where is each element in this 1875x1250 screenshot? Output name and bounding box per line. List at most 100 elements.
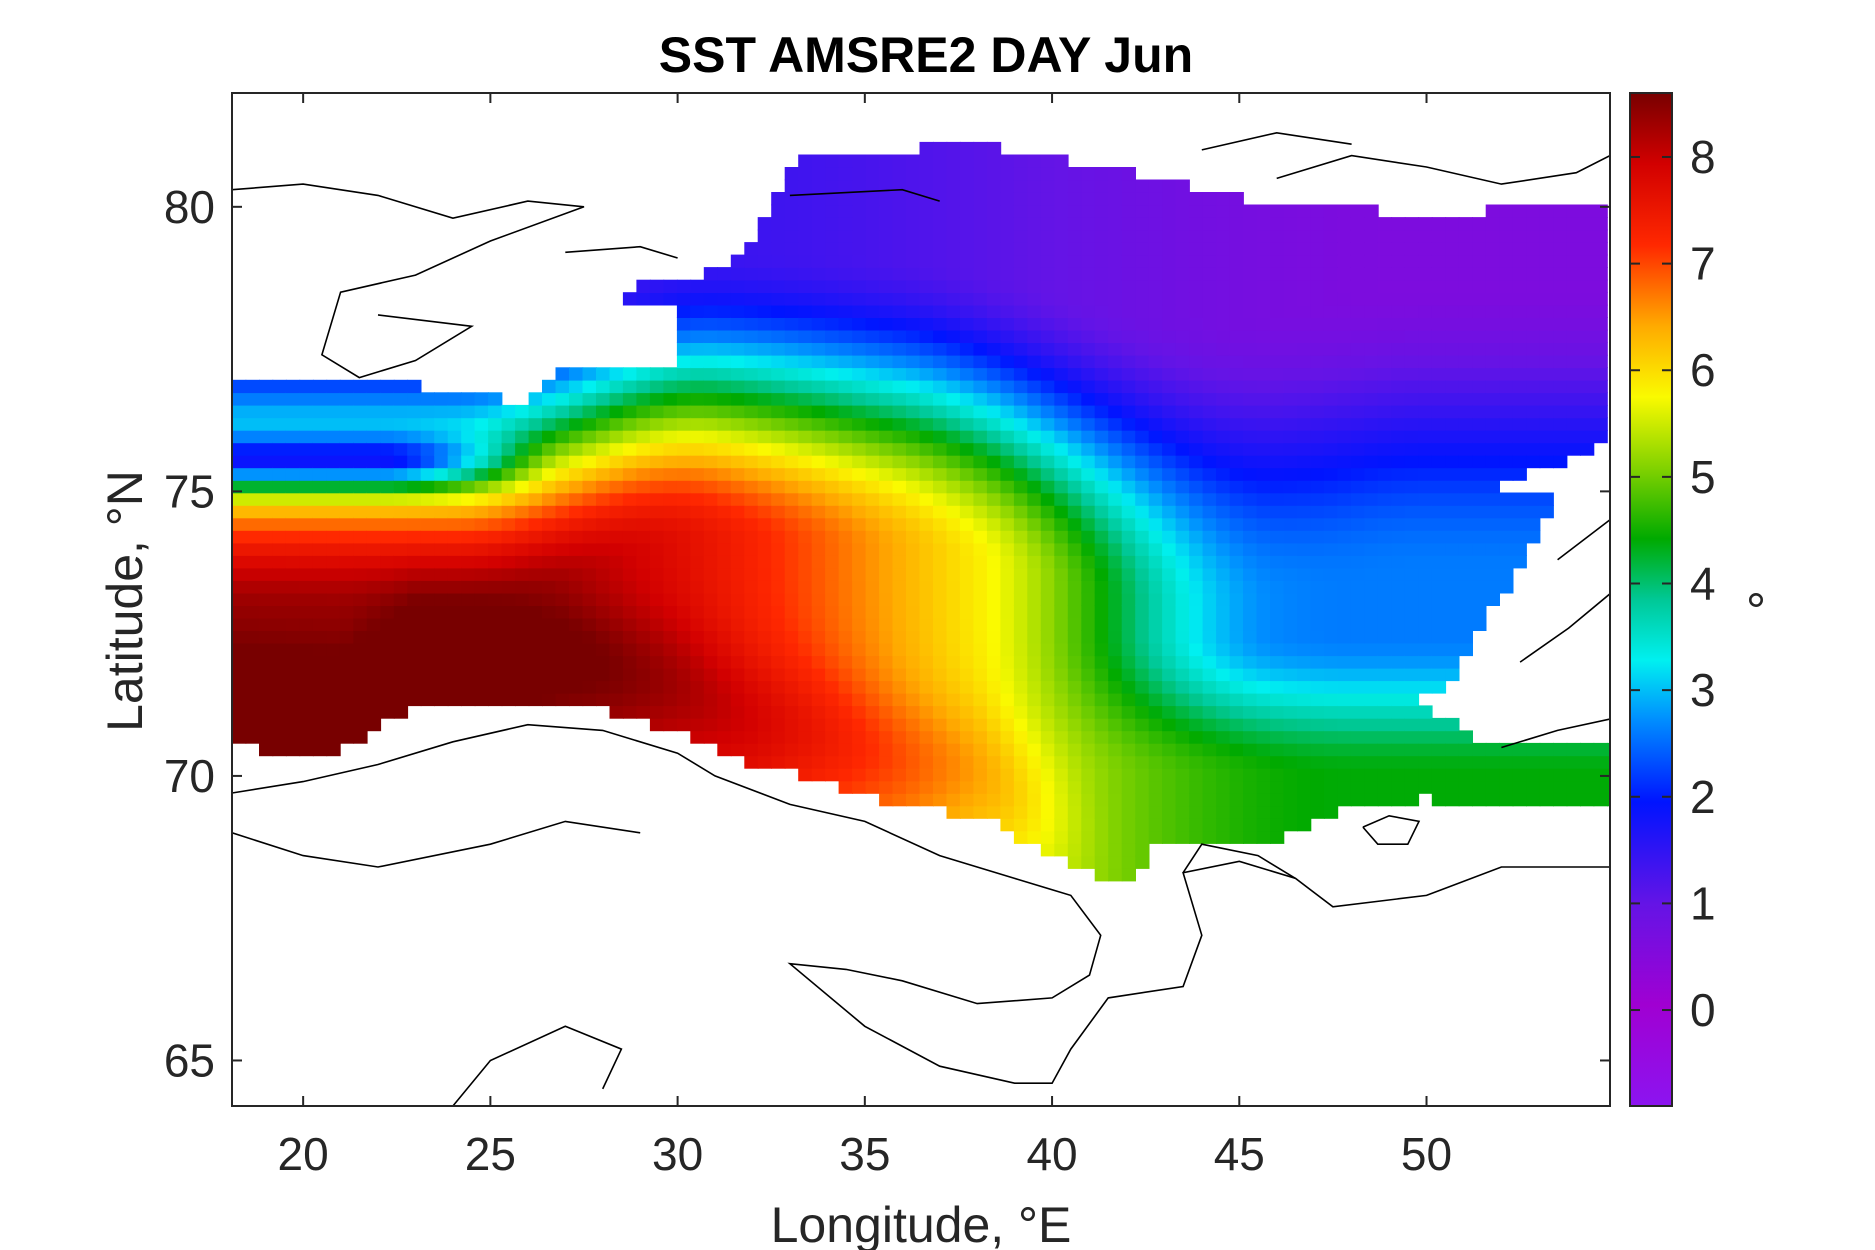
heatmap-cell <box>528 580 543 594</box>
heatmap-cell <box>1121 793 1136 807</box>
heatmap-cell <box>569 517 584 531</box>
heatmap-cell <box>245 530 260 544</box>
heatmap-cell <box>1094 655 1109 669</box>
heatmap-cell <box>1162 592 1177 606</box>
heatmap-cell <box>1054 567 1069 581</box>
heatmap-cell <box>1013 655 1029 669</box>
heatmap-cell <box>1162 705 1177 719</box>
heatmap-cell <box>1310 367 1325 381</box>
heatmap-cell <box>1094 818 1109 832</box>
heatmap-cell <box>892 417 907 431</box>
heatmap-cell <box>1445 217 1460 231</box>
heatmap-cell <box>676 429 692 444</box>
heatmap-cell <box>744 730 759 744</box>
heatmap-cell <box>609 454 624 469</box>
heatmap-cell <box>744 605 759 619</box>
heatmap-cell <box>919 467 934 481</box>
heatmap-cell <box>1458 630 1473 644</box>
heatmap-cell <box>1485 204 1500 218</box>
heatmap-cell <box>1054 254 1069 268</box>
heatmap-cell <box>892 655 907 669</box>
heatmap-cell <box>1054 680 1069 694</box>
heatmap-cell <box>1323 768 1339 782</box>
heatmap-cell <box>555 692 570 707</box>
heatmap-cell <box>784 530 799 544</box>
heatmap-cell <box>1593 267 1608 281</box>
heatmap-cell <box>1054 192 1069 206</box>
heatmap-cell <box>636 617 651 631</box>
heatmap-cell <box>1094 805 1109 819</box>
heatmap-cell <box>1094 442 1109 456</box>
heatmap-cell <box>272 730 287 744</box>
heatmap-cell <box>1135 329 1150 343</box>
heatmap-cell <box>1040 642 1056 657</box>
heatmap-cell <box>528 655 543 669</box>
heatmap-cell <box>1323 680 1339 694</box>
heatmap-cell <box>690 630 705 644</box>
heatmap-cell <box>1526 342 1541 356</box>
heatmap-cell <box>1013 805 1029 819</box>
heatmap-cell <box>1323 242 1339 256</box>
heatmap-cell <box>784 292 799 306</box>
heatmap-cell <box>1485 254 1500 268</box>
heatmap-cell <box>986 254 1002 268</box>
heatmap-cell <box>649 442 665 456</box>
heatmap-cell <box>339 680 355 694</box>
heatmap-cell <box>434 592 449 606</box>
heatmap-cell <box>1323 229 1339 243</box>
heatmap-cell <box>1175 768 1190 782</box>
heatmap-cell <box>1283 605 1298 619</box>
heatmap-cell <box>1593 354 1608 369</box>
heatmap-cell <box>407 592 422 606</box>
heatmap-cell <box>1310 517 1325 531</box>
heatmap-cell <box>259 417 274 431</box>
heatmap-cell <box>1067 692 1083 707</box>
heatmap-cell <box>879 192 894 206</box>
heatmap-cell <box>1256 204 1271 218</box>
heatmap-cell <box>420 392 435 406</box>
heatmap-cell <box>1216 730 1231 744</box>
heatmap-cell <box>919 404 934 419</box>
heatmap-cell <box>528 630 543 644</box>
heatmap-cell <box>272 717 287 732</box>
heatmap-cell <box>717 692 732 707</box>
heatmap-cell <box>393 542 409 556</box>
heatmap-cell <box>1108 204 1123 218</box>
heatmap-cell <box>852 242 867 256</box>
heatmap-cell <box>1067 480 1083 494</box>
heatmap-cell <box>757 454 772 469</box>
heatmap-cell <box>1216 304 1231 318</box>
heatmap-cell <box>811 768 826 782</box>
heatmap-cell <box>865 605 880 619</box>
heatmap-cell <box>1377 617 1393 631</box>
heatmap-cell <box>973 304 988 318</box>
heatmap-cell <box>1054 830 1069 844</box>
heatmap-cell <box>1499 417 1514 431</box>
heatmap-cell <box>285 429 301 444</box>
heatmap-cell <box>1121 680 1136 694</box>
heatmap-cell <box>663 642 678 657</box>
heatmap-cell <box>811 454 826 469</box>
heatmap-cell <box>1323 580 1339 594</box>
heatmap-cell <box>649 392 665 406</box>
heatmap-cell <box>1297 480 1312 494</box>
heatmap-cell <box>1067 843 1083 857</box>
heatmap-cell <box>730 317 746 331</box>
heatmap-cell <box>1040 780 1056 794</box>
heatmap-cell <box>515 480 530 494</box>
heatmap-cell <box>1256 542 1271 556</box>
heatmap-cell <box>1108 805 1123 819</box>
heatmap-cell <box>663 517 678 531</box>
heatmap-cell <box>676 592 692 606</box>
heatmap-cell <box>1081 480 1096 494</box>
heatmap-cell <box>757 655 772 669</box>
heatmap-cell <box>636 417 651 431</box>
heatmap-cell <box>1539 254 1554 268</box>
heatmap-cell <box>1081 742 1096 757</box>
heatmap-cell <box>1297 630 1312 644</box>
heatmap-cell <box>1270 768 1285 782</box>
heatmap-cell <box>1094 605 1109 619</box>
heatmap-cell <box>1216 505 1231 519</box>
heatmap-cell <box>1431 292 1447 306</box>
heatmap-cell <box>1108 429 1123 444</box>
